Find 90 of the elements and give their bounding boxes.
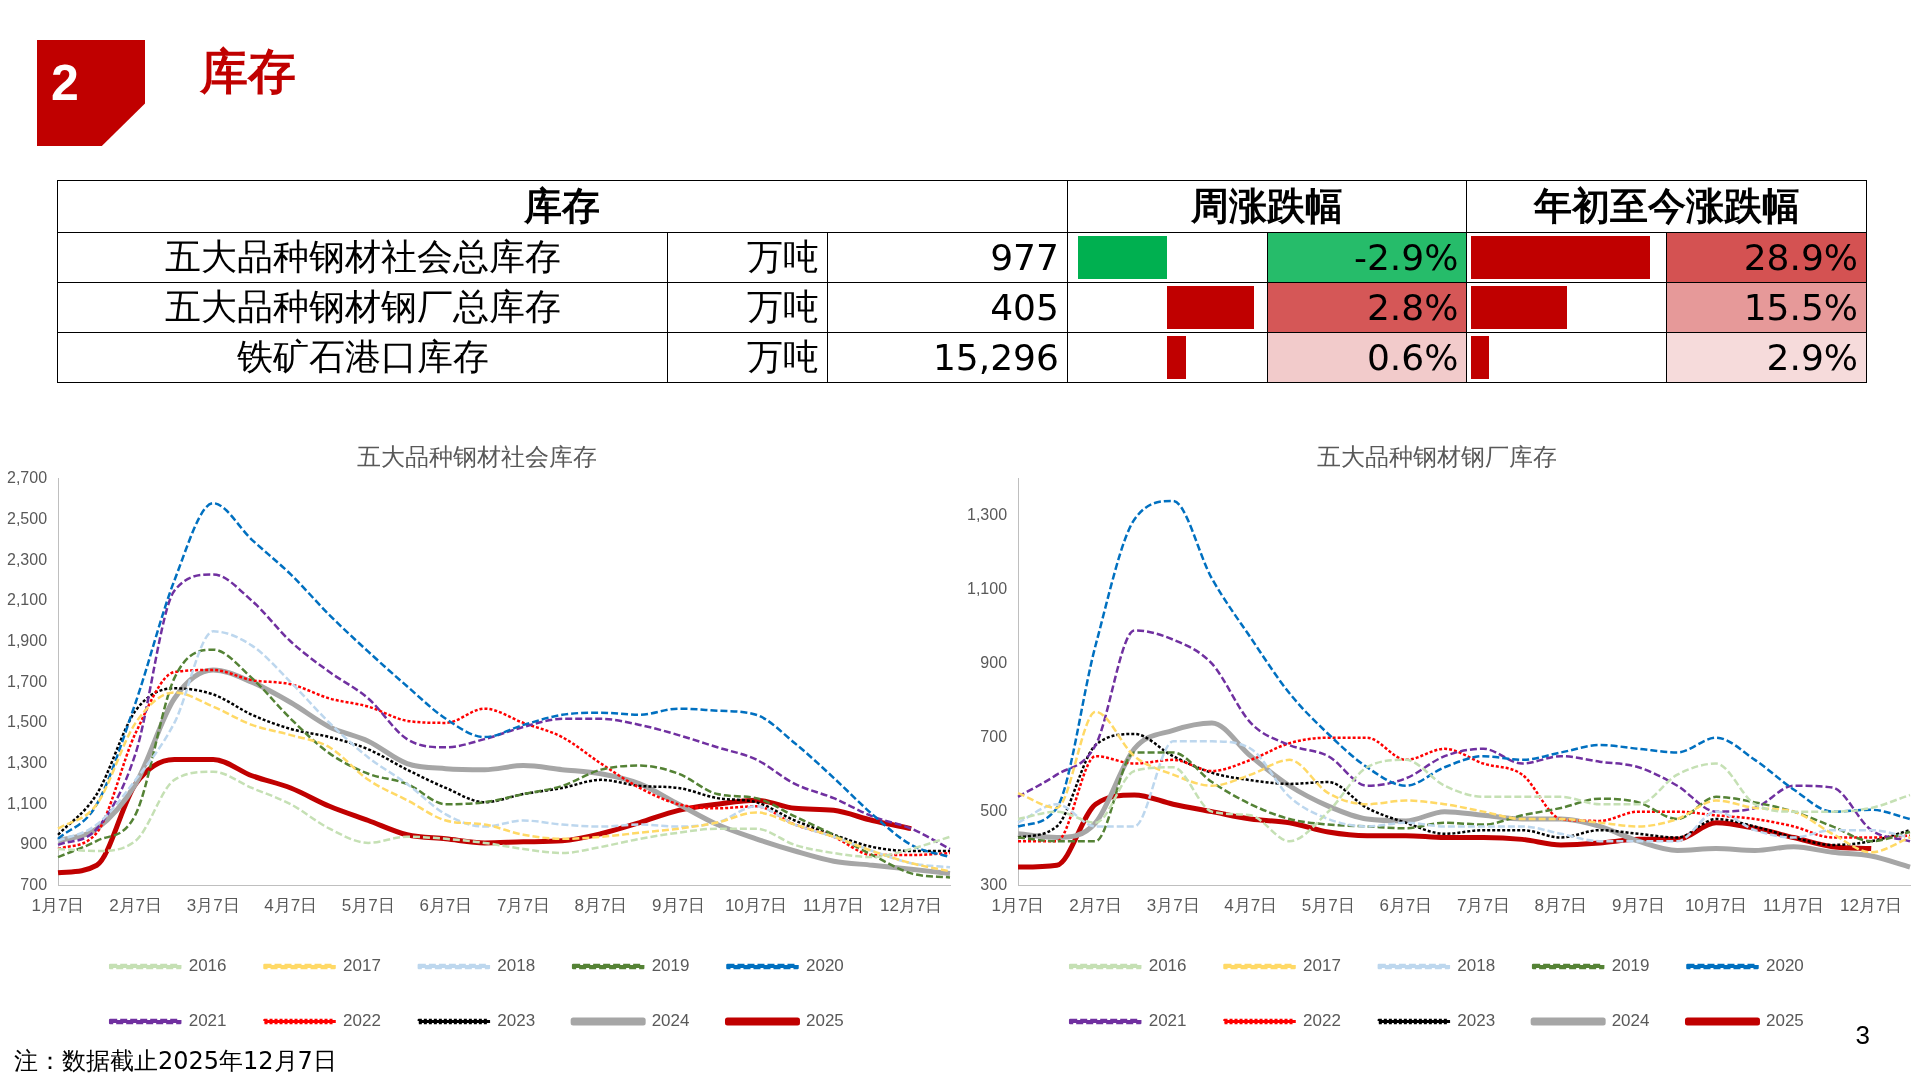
legend-label: 2023 <box>497 1011 536 1031</box>
x-tick-label: 2月7日 <box>109 896 163 916</box>
data-label: 15.5% <box>1666 282 1867 333</box>
y-tick-label: 2,500 <box>6 509 48 527</box>
y-tick-label: 500 <box>980 802 1008 820</box>
y-tick-label: 2,300 <box>6 550 48 568</box>
y-tick-label: 1,700 <box>6 672 48 690</box>
category-label: 铁矿石港口库存 <box>57 332 668 383</box>
data-label: 405 <box>827 282 1068 333</box>
x-tick-label: 10月7日 <box>1684 896 1748 916</box>
legend-label: 2017 <box>343 956 381 976</box>
y-tick-label: 900 <box>20 835 48 853</box>
x-tick-label: 6月7日 <box>419 896 473 916</box>
legend-label: 2020 <box>805 956 844 976</box>
text: 库存 <box>200 42 296 101</box>
x-tick-label: 3月7日 <box>1146 896 1200 916</box>
x-tick-label: 8月7日 <box>1534 896 1588 916</box>
data-label: 28.9% <box>1666 232 1867 283</box>
data-label: 2.9% <box>1666 332 1867 383</box>
legend-label: 2022 <box>1303 1011 1341 1031</box>
x-tick-label: 2月7日 <box>1069 896 1123 916</box>
x-tick-label: 4月7日 <box>264 896 318 916</box>
y-tick-label: 900 <box>980 654 1008 672</box>
legend-label: 2022 <box>343 1011 381 1031</box>
legend-label: 2021 <box>188 1011 227 1031</box>
series-label: 周涨跌幅 <box>1067 180 1467 233</box>
x-tick-label: 4月7日 <box>1224 896 1278 916</box>
data-label: 977 <box>827 232 1068 283</box>
text: 万吨 <box>746 236 819 277</box>
y-tick-label: 1,300 <box>966 506 1008 524</box>
x-tick-label: 7月7日 <box>1456 896 1510 916</box>
legend-label: 2018 <box>1457 956 1496 976</box>
legend-label: 2017 <box>1303 956 1341 976</box>
legend-label: 2025 <box>1765 1011 1804 1031</box>
legend-label: 2021 <box>1148 1011 1187 1031</box>
legend-label: 2016 <box>1148 956 1187 976</box>
data-label: 15,296 <box>827 332 1068 383</box>
x-tick-label: 7月7日 <box>496 896 550 916</box>
line-series <box>1016 499 1912 828</box>
text: 2 <box>37 40 145 146</box>
y-tick-label: 1,100 <box>966 580 1008 598</box>
y-tick-label: 2,700 <box>6 469 48 487</box>
y-tick-label: 1,500 <box>6 713 48 731</box>
y-tick-label: 2,100 <box>6 591 48 609</box>
line-series <box>1016 629 1912 843</box>
x-tick-label: 8月7日 <box>574 896 628 916</box>
line-series <box>56 770 952 859</box>
x-tick-label: 3月7日 <box>186 896 240 916</box>
x-tick-label: 11月7日 <box>1763 896 1825 916</box>
text: 库存 <box>57 180 1068 233</box>
x-tick-label: 6月7日 <box>1379 896 1433 916</box>
series-label: 年初至今涨跌幅 <box>1466 180 1867 233</box>
legend-label: 2024 <box>651 1011 690 1031</box>
legend-label: 万吨 <box>667 282 828 333</box>
text: 注：数据截止2025年12月7日 <box>14 1046 337 1077</box>
legend-label: 2019 <box>1611 956 1650 976</box>
x-tick-label: 5月7日 <box>1301 896 1355 916</box>
x-tick-label: 10月7日 <box>724 896 788 916</box>
y-tick-label: 300 <box>980 876 1008 894</box>
chart-title: 五大品种钢材社会库存 <box>357 442 597 471</box>
x-tick-label: 1月7日 <box>991 896 1045 916</box>
category-label: 五大品种钢材钢厂总库存 <box>57 282 668 333</box>
y-tick-label: 1,900 <box>6 631 48 649</box>
x-tick-label: 12月7日 <box>1840 896 1903 916</box>
data-label: -2.9% <box>1267 232 1467 283</box>
legend-label: 2023 <box>1457 1011 1496 1031</box>
data-label: 2.8% <box>1267 282 1467 333</box>
x-tick-label: 1月7日 <box>31 896 85 916</box>
y-tick-label: 700 <box>20 876 48 894</box>
line-series <box>56 573 952 851</box>
x-tick-label: 11月7日 <box>803 896 865 916</box>
legend-label: 2019 <box>651 956 690 976</box>
category-label: 五大品种钢材社会总库存 <box>57 232 668 283</box>
y-tick-label: 1,100 <box>6 794 48 812</box>
legend-label: 2018 <box>497 956 536 976</box>
line-series <box>1016 710 1912 854</box>
legend-label: 2020 <box>1765 956 1804 976</box>
y-tick-label: 700 <box>980 728 1008 746</box>
x-tick-label: 9月7日 <box>652 896 705 916</box>
legend-label: 2024 <box>1611 1011 1650 1031</box>
legend-label: 2025 <box>805 1011 844 1031</box>
x-tick-label: 5月7日 <box>341 896 395 916</box>
text: 万吨 <box>746 336 819 377</box>
data-label: 0.6% <box>1267 332 1467 383</box>
text: 3 <box>1855 1020 1870 1051</box>
y-tick-label: 1,300 <box>6 753 48 771</box>
chart-title: 五大品种钢材钢厂库存 <box>1317 442 1557 471</box>
x-tick-label: 9月7日 <box>1612 896 1665 916</box>
legend-label: 2016 <box>188 956 227 976</box>
x-tick-label: 12月7日 <box>880 896 943 916</box>
